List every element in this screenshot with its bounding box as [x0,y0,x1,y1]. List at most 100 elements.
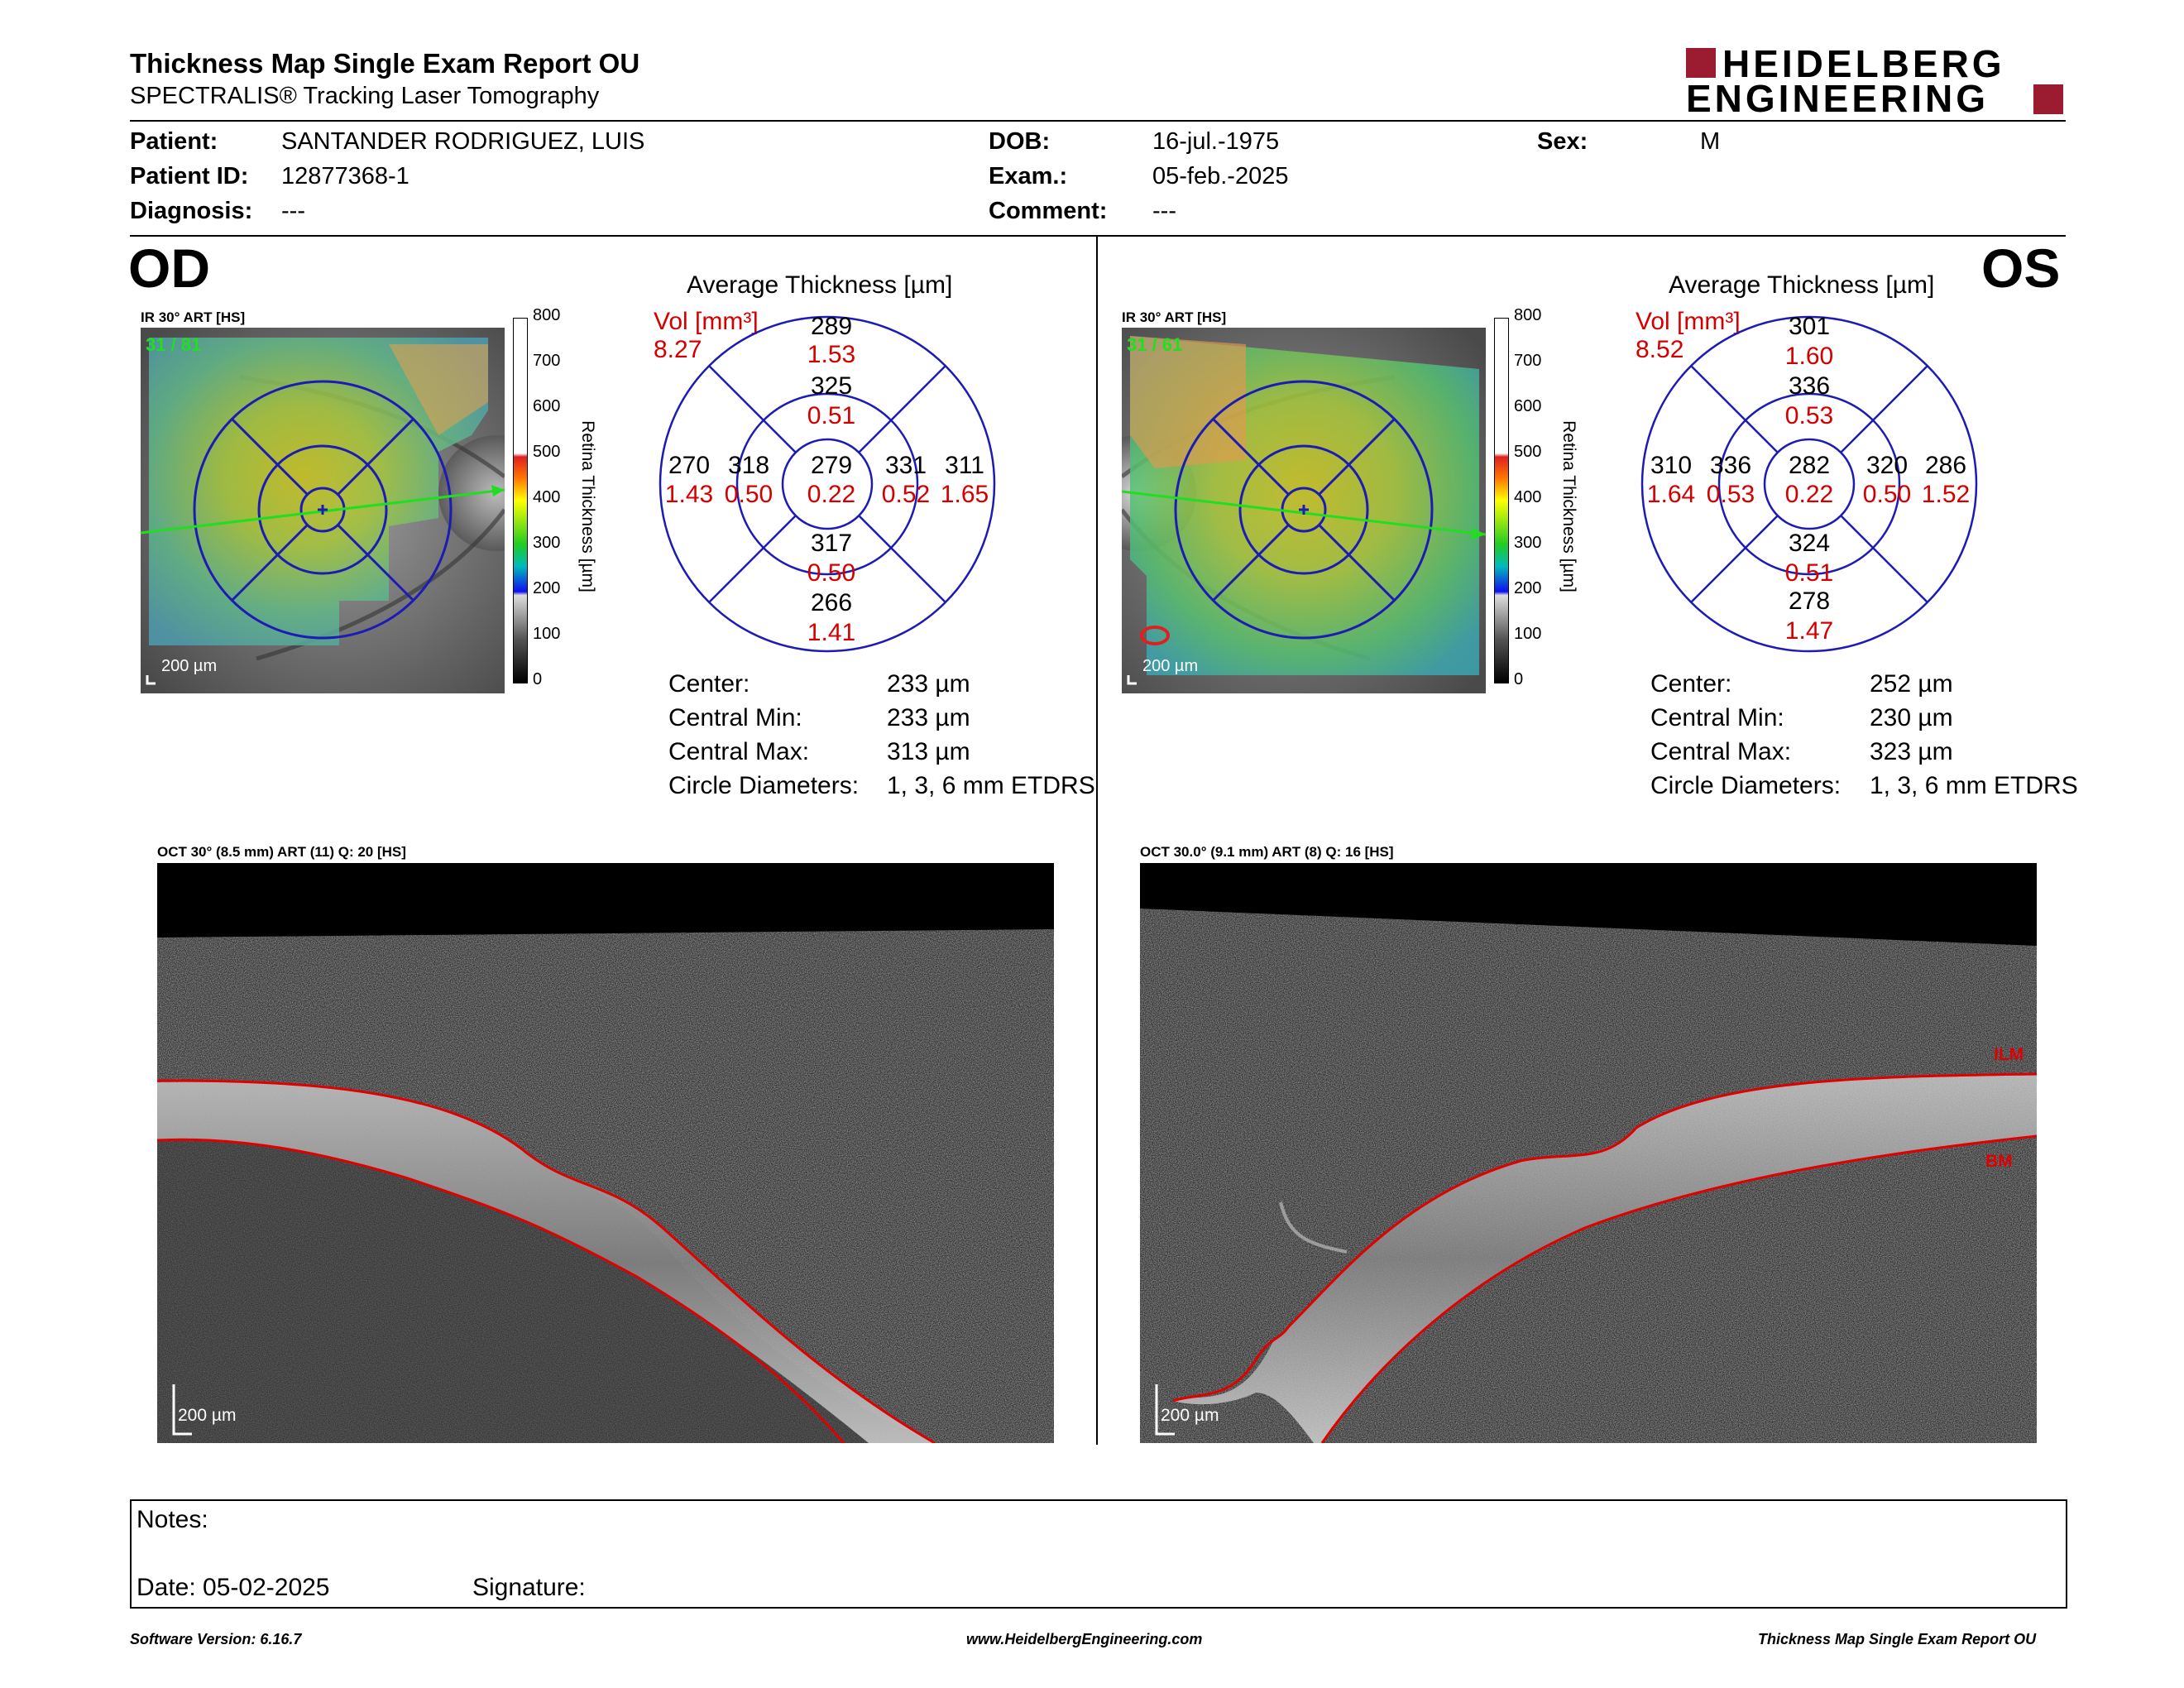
od-oct-svg [156,863,1054,1445]
os-oct-scale-label: 200 µm [1161,1406,1219,1425]
os-center-thick: 282 [1788,452,1831,479]
os-inner-right-thick: 320 [1866,452,1909,479]
os-max-label: Central Max: [1650,738,1792,765]
os-min-value: 230 µm [1870,704,1953,731]
heidelberg-logo: HEIDELBERG ENGINEERING [1686,42,2067,120]
od-max-value: 313 µm [887,738,970,765]
diagnosis-label: Diagnosis: [130,198,253,224]
diagnosis-value: --- [281,198,305,224]
os-tick-600: 600 [1514,397,1542,415]
od-diam-label: Circle Diameters: [668,772,860,799]
os-inner-left-thick: 336 [1709,452,1752,479]
os-fundus-svg [1080,328,1487,693]
od-inner-right-thick: 331 [884,452,927,479]
os-diam-label: Circle Diameters: [1650,772,1842,799]
od-tick-500: 500 [533,443,561,461]
os-ir-header: IR 30° ART [HS] [1122,309,1227,325]
od-center-vol: 0.22 [807,481,856,508]
patient-name: SANTANDER RODRIGUEZ, LUIS [281,128,645,155]
od-etdrs-grid [658,314,997,654]
os-inner-left-vol: 0.53 [1706,481,1755,508]
patient-label: Patient: [130,128,218,155]
os-tick-100: 100 [1514,625,1542,643]
notes-box[interactable]: Notes: Date: 05-02-2025 Signature: [130,1499,2067,1609]
logo-line-1: HEIDELBERG [1722,42,2005,85]
os-bm-label: BM [1985,1152,2013,1171]
od-outer-sup-vol: 1.53 [807,341,856,368]
od-outer-right-thick: 311 [945,452,984,479]
os-inner-inf-thick: 324 [1788,530,1831,557]
od-ir-fundus-image [140,328,554,693]
os-min-label: Central Min: [1650,704,1784,731]
logo-square-bottom [2033,84,2063,114]
os-vol-total: 8.52 [1636,336,1684,363]
os-inner-inf-vol: 0.51 [1784,559,1834,587]
od-avg-title: Average Thickness [µm] [687,271,953,299]
od-outer-inf-vol: 1.41 [807,619,856,646]
od-tick-0: 0 [533,670,543,688]
od-min-label: Central Min: [668,704,802,731]
os-center-value: 252 µm [1870,670,1953,698]
od-tick-800: 800 [533,306,561,324]
os-tick-300: 300 [1514,534,1542,552]
od-center-value: 233 µm [887,670,970,698]
od-fundus-svg [140,328,554,693]
os-ir-fundus-image [1080,328,1487,693]
notes-signature: Signature: [472,1574,586,1601]
os-outer-inf-thick: 278 [1788,587,1831,615]
comment-value: --- [1152,198,1176,224]
os-inner-sup-thick: 336 [1788,372,1831,400]
logo-square-top [1686,48,1716,78]
od-colorbar [513,318,528,683]
od-outer-left-vol: 1.43 [664,481,714,508]
os-center-vol: 0.22 [1784,481,1834,508]
os-tick-700: 700 [1514,352,1542,370]
od-outer-sup-thick: 289 [810,313,853,340]
od-inner-sup-thick: 325 [810,372,853,400]
os-tick-400: 400 [1514,488,1542,506]
os-ilm-label: ILM [1994,1045,2024,1064]
od-etdrs-svg [659,315,996,653]
center-divider [1096,237,1098,1445]
od-oct-scale-label: 200 µm [178,1406,237,1425]
footer-website[interactable]: www.HeidelbergEngineering.com [966,1631,1203,1647]
od-inner-inf-vol: 0.50 [807,559,856,587]
od-max-label: Central Max: [668,738,810,765]
report-title: Thickness Map Single Exam Report OU [130,48,640,79]
od-tick-200: 200 [533,579,561,597]
os-tick-800: 800 [1514,306,1542,324]
dob-label: DOB: [989,128,1051,155]
os-colorbar-title: Retina Thickness [µm] [1559,420,1578,592]
os-tick-0: 0 [1514,670,1524,688]
os-diam-value: 1, 3, 6 mm ETDRS [1870,772,2078,799]
os-outer-right-vol: 1.52 [1921,481,1971,508]
od-inner-right-vol: 0.52 [881,481,931,508]
os-colorbar-ticks: 800 700 600 500 400 300 200 100 0 [1511,306,1560,695]
od-outer-left-thick: 270 [668,452,711,479]
os-ir-scale-label: 200 µm [1142,657,1199,675]
os-etdrs-grid [1640,314,1979,654]
logo-line-2: ENGINEERING [1686,77,1990,120]
os-vol-label: Vol [mm³] [1636,308,1741,335]
od-outer-right-vol: 1.65 [940,481,989,508]
dob-value: 16-jul.-1975 [1152,128,1280,155]
patient-divider [130,235,2066,237]
patient-id-label: Patient ID: [130,163,249,189]
od-tick-100: 100 [533,625,561,643]
notes-date: Date: 05-02-2025 [136,1574,330,1601]
exam-value: 05-feb.-2025 [1152,163,1289,189]
od-tick-700: 700 [533,352,561,370]
os-tick-200: 200 [1514,579,1542,597]
footer-report-name: Thickness Map Single Exam Report OU [1758,1631,2037,1647]
os-center-label: Center: [1650,670,1732,698]
od-inner-inf-thick: 317 [810,530,853,557]
os-oct-svg [1140,863,2038,1444]
od-ir-header: IR 30° ART [HS] [141,309,246,325]
od-vol-label: Vol [mm³] [654,308,759,335]
os-eye-label: OS [1981,237,2061,299]
os-ir-overlay: 31 / 61 [1127,334,1183,355]
os-tick-500: 500 [1514,443,1542,461]
os-outer-sup-thick: 301 [1788,313,1831,340]
od-colorbar-ticks: 800 700 600 500 400 300 200 100 0 [529,306,579,695]
os-outer-inf-vol: 1.47 [1784,617,1834,645]
